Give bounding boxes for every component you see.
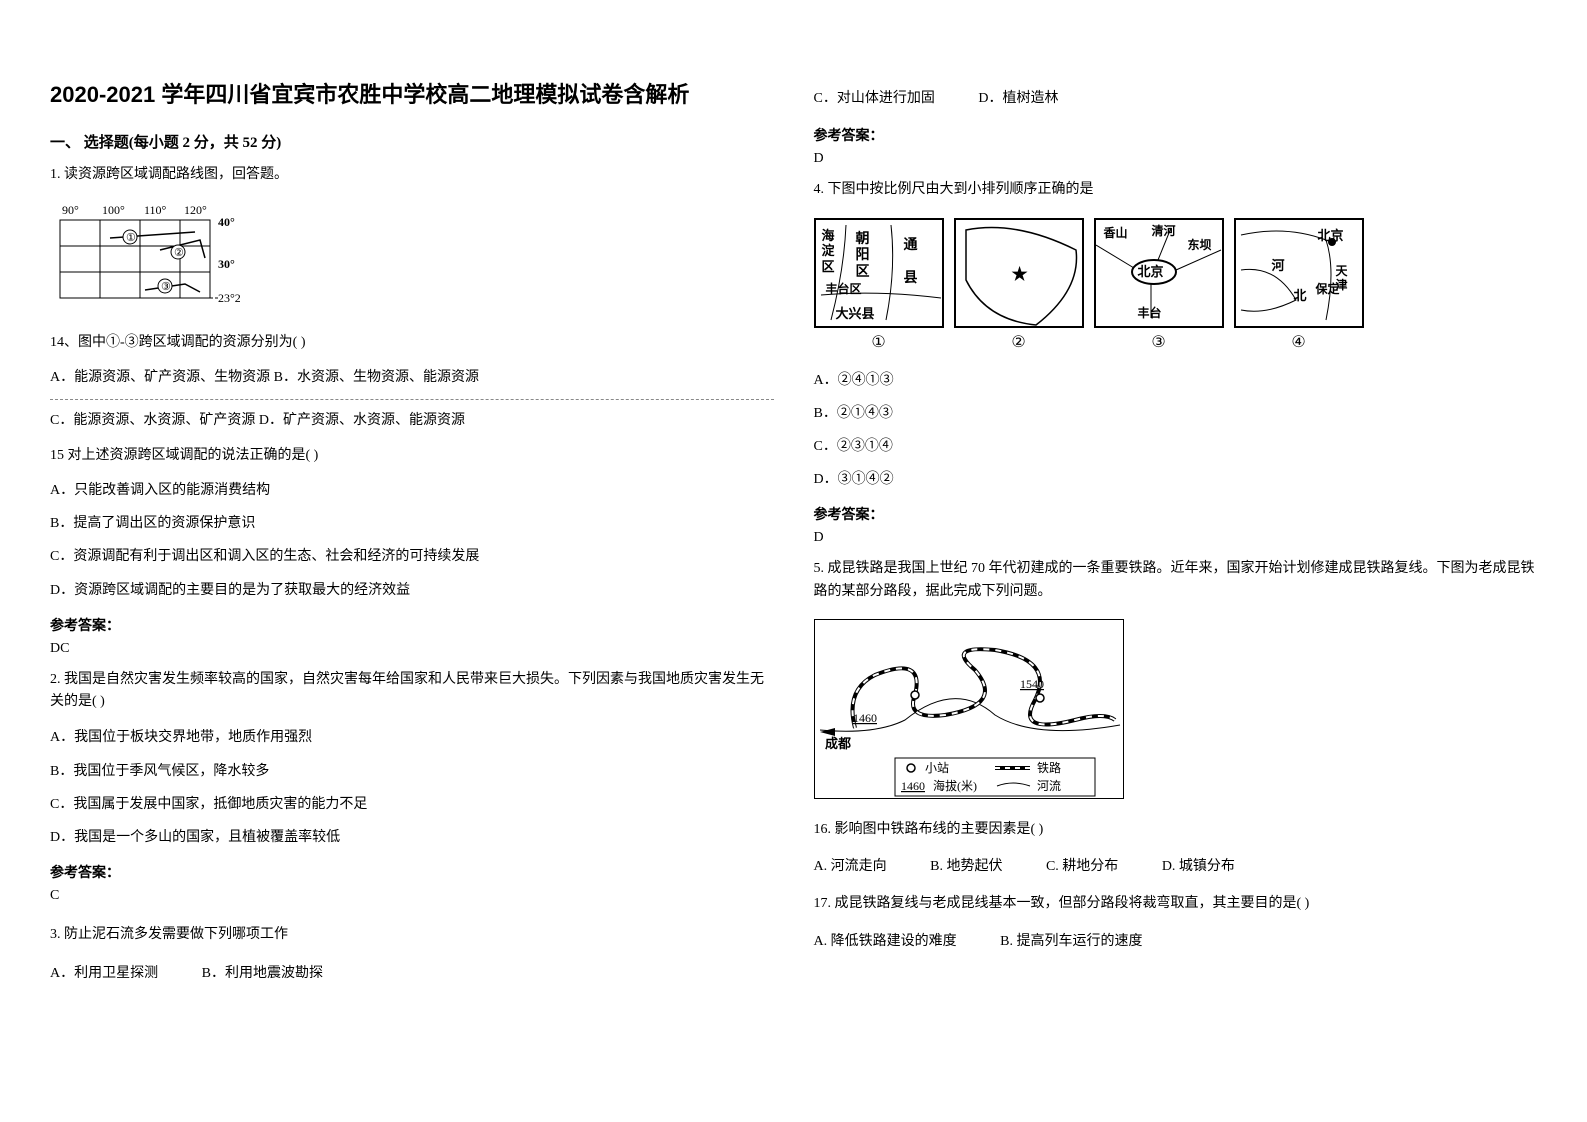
legend-rail: 铁路 — [1037, 760, 1061, 775]
legend-river: 河流 — [1037, 779, 1061, 793]
q1-answer-value: DC — [50, 641, 774, 657]
q5-sub17-opts: A. 降低铁路建设的难度 B. 提高列车运行的速度 — [814, 929, 1538, 954]
q2-b: B．我国位于季风气候区，降水较多 — [50, 759, 774, 784]
lon-120: 120° — [184, 203, 207, 217]
legend-station: 小站 — [925, 761, 949, 775]
elev-1540: 1540 — [1020, 677, 1044, 691]
marker-1: ① — [126, 232, 136, 244]
q1-answer-label: 参考答案： — [50, 615, 774, 635]
q4-answer-value: D — [814, 530, 1538, 546]
q3-row1: A．利用卫星探测 B．利用地震波勘探 — [50, 961, 774, 986]
q1-sub14: 14、图中①-③跨区域调配的资源分别为( ) — [50, 330, 774, 355]
svg-text:1460: 1460 — [901, 779, 925, 793]
q4-label-4: ④ — [1234, 332, 1364, 352]
q2-stem: 2. 我国是自然灾害发生频率较高的国家，自然灾害每年给国家和人民带来巨大损失。下… — [50, 669, 774, 714]
lon-90: 90° — [62, 203, 79, 217]
q4-a: A．②④①③ — [814, 368, 1538, 393]
q4-stem: 4. 下图中按比例尺由大到小排列顺序正确的是 — [814, 179, 1538, 201]
q5-16-c: C. 耕地分布 — [1046, 859, 1118, 874]
q5-sub16-opts: A. 河流走向 B. 地势起伏 C. 耕地分布 D. 城镇分布 — [814, 854, 1538, 879]
marker-2: ② — [174, 247, 184, 259]
q5-17-b: B. 提高列车运行的速度 — [1000, 934, 1142, 949]
q1-stem: 1. 读资源跨区域调配路线图，回答题。 — [50, 164, 774, 186]
q3-d: D．植树造林 — [978, 91, 1058, 106]
lon-110: 110° — [144, 203, 167, 217]
q4-map-1: 海淀区 朝阳区 通县 丰台区 大兴县 — [814, 218, 944, 328]
q1-sub15-b: B．提高了调出区的资源保护意识 — [50, 511, 774, 536]
q2-c: C．我国属于发展中国家，抵御地质灾害的能力不足 — [50, 792, 774, 817]
q1-sub14-row2: C．能源资源、水资源、矿产资源 D．矿产资源、水资源、能源资源 — [50, 408, 774, 433]
q4-d: D．③①④② — [814, 467, 1538, 492]
right-column: C．对山体进行加固 D．植树造林 参考答案： D 4. 下图中按比例尺由大到小排… — [814, 80, 1538, 1082]
dashed-divider — [50, 399, 774, 400]
q1-sub14-row1: A．能源资源、矿产资源、生物资源 B．水资源、生物资源、能源资源 — [50, 365, 774, 390]
section-heading: 一、 选择题(每小题 2 分，共 52 分) — [50, 131, 774, 152]
marker-3: ③ — [161, 281, 171, 293]
q1-sub15-d: D．资源跨区域调配的主要目的是为了获取最大的经济效益 — [50, 578, 774, 603]
lat-30: 30° — [218, 257, 235, 271]
q3-answer-label: 参考答案： — [814, 125, 1538, 145]
q4-map-2: ★ — [954, 218, 1084, 328]
q5-sub17: 17. 成昆铁路复线与老成昆线基本一致，但部分路段将裁弯取直，其主要目的是( ) — [814, 891, 1538, 916]
direction-chengdu: 成都 — [825, 736, 851, 751]
q5-sub16: 16. 影响图中铁路布线的主要因素是( ) — [814, 817, 1538, 842]
q4-figure: 海淀区 朝阳区 通县 丰台区 大兴县 ① ★ — [814, 218, 1538, 352]
q1-sub15-a: A．只能改善调入区的能源消费结构 — [50, 478, 774, 503]
q4-label-1: ① — [814, 332, 944, 352]
q5-16-a: A. 河流走向 — [814, 859, 887, 874]
q2-answer-label: 参考答案： — [50, 862, 774, 882]
q5-17-a: A. 降低铁路建设的难度 — [814, 934, 957, 949]
q2-answer-value: C — [50, 888, 774, 904]
lat-40: 40° — [218, 215, 235, 229]
lat-tropic: 23°26′ — [218, 291, 240, 305]
q5-topo-svg: 1460 1540 成都 小站 铁路 1460 海拔(米) 河流 — [815, 620, 1125, 800]
q4-label-2: ② — [954, 332, 1084, 352]
q2-d: D．我国是一个多山的国家，且植被覆盖率较低 — [50, 825, 774, 850]
q3-stem: 3. 防止泥石流多发需要做下列哪项工作 — [50, 924, 774, 946]
q1-grid-map-svg: 90° 100° 110° 120° 40° 30° 23°26′ ① ② ③ — [50, 202, 240, 312]
q3-c: C．对山体进行加固 — [814, 91, 935, 106]
q3-row2: C．对山体进行加固 D．植树造林 — [814, 86, 1538, 111]
q3-answer-value: D — [814, 151, 1538, 167]
q4-answer-label: 参考答案： — [814, 504, 1538, 524]
q4-b: B．②①④③ — [814, 401, 1538, 426]
page-title: 2020-2021 学年四川省宜宾市农胜中学校高二地理模拟试卷含解析 — [50, 80, 774, 111]
q3-a: A．利用卫星探测 — [50, 966, 158, 981]
elev-1460: 1460 — [853, 711, 877, 725]
q5-figure: 1460 1540 成都 小站 铁路 1460 海拔(米) 河流 — [814, 619, 1538, 799]
q2-a: A．我国位于板块交界地带，地质作用强烈 — [50, 725, 774, 750]
q5-16-d: D. 城镇分布 — [1162, 859, 1235, 874]
q1-figure: 90° 100° 110° 120° 40° 30° 23°26′ ① ② ③ — [50, 202, 774, 312]
q1-sub15-c: C．资源调配有利于调出区和调入区的生态、社会和经济的可持续发展 — [50, 544, 774, 569]
q4-map-3: 香山 清河 东坝 北京 丰台 — [1094, 218, 1224, 328]
q3-b: B．利用地震波勘探 — [202, 966, 323, 981]
q4-label-3: ③ — [1094, 332, 1224, 352]
q4-map-4: 北京 河 天津 北 保定 — [1234, 218, 1364, 328]
q5-stem: 5. 成昆铁路是我国上世纪 70 年代初建成的一条重要铁路。近年来，国家开始计划… — [814, 558, 1538, 603]
left-column: 2020-2021 学年四川省宜宾市农胜中学校高二地理模拟试卷含解析 一、 选择… — [50, 80, 774, 1082]
q5-16-b: B. 地势起伏 — [930, 859, 1002, 874]
q4-c: C．②③①④ — [814, 434, 1538, 459]
legend-elev: 海拔(米) — [933, 778, 977, 793]
q1-sub15: 15 对上述资源跨区域调配的说法正确的是( ) — [50, 443, 774, 468]
lon-100: 100° — [102, 203, 125, 217]
